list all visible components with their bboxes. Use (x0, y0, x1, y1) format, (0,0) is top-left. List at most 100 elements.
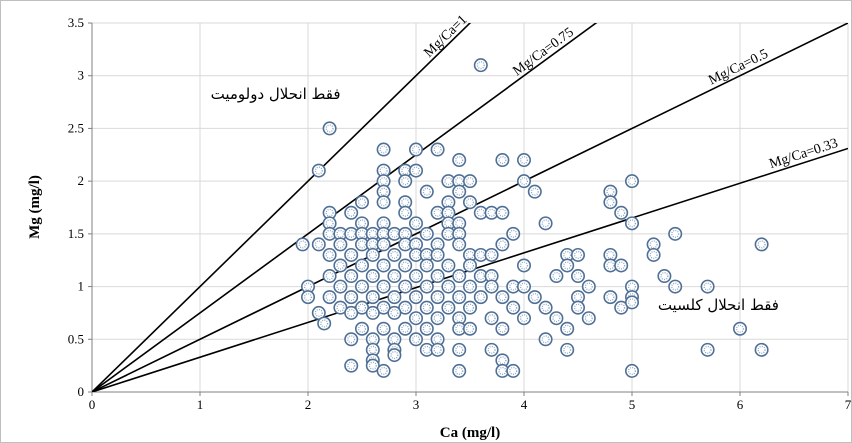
data-point (495, 290, 510, 305)
data-point (560, 342, 575, 357)
reference-line (92, 23, 472, 392)
data-point (570, 247, 585, 262)
data-point (527, 290, 542, 305)
data-point (344, 269, 359, 284)
x-tick-label: 0 (89, 397, 96, 412)
data-point (344, 247, 359, 262)
data-point (398, 174, 413, 189)
data-point (354, 321, 369, 336)
data-point (549, 269, 564, 284)
data-point (419, 258, 434, 273)
data-point (408, 332, 423, 347)
data-point (322, 290, 337, 305)
data-point (754, 342, 769, 357)
axes: 0 1 2 3 4 5 6 7 0 0.5 1 1.5 2 2.5 3 3.5 (68, 15, 851, 412)
y-tick-label: 1 (78, 279, 85, 294)
data-point (560, 321, 575, 336)
y-tick-label: 3 (78, 68, 85, 83)
data-point (452, 290, 467, 305)
data-point (365, 290, 380, 305)
data-point (408, 216, 423, 231)
data-point (376, 321, 391, 336)
data-point (430, 290, 445, 305)
data-point (333, 237, 348, 252)
y-tick-label: 2 (78, 173, 85, 188)
data-point (344, 358, 359, 373)
data-point (516, 311, 531, 326)
data-point (408, 142, 423, 157)
x-axis-title: Ca (mg/l) (440, 425, 500, 441)
data-point (603, 290, 618, 305)
data-point (354, 216, 369, 231)
y-tick-label: 0 (78, 384, 85, 399)
data-point (495, 153, 510, 168)
data-point (570, 269, 585, 284)
y-tick-label: 1.5 (68, 226, 84, 241)
data-point (354, 195, 369, 210)
data-point (668, 226, 683, 241)
data-point (376, 258, 391, 273)
data-point (452, 342, 467, 357)
y-tick-label: 3.5 (68, 15, 84, 30)
data-point (430, 269, 445, 284)
data-point (408, 311, 423, 326)
data-point (603, 195, 618, 210)
data-point (311, 237, 326, 252)
data-point (452, 237, 467, 252)
annotations: فقط انحلال دولومیت فقط انحلال کلسیت (211, 85, 779, 314)
data-point (495, 237, 510, 252)
data-point (365, 332, 380, 347)
data-point (624, 216, 639, 231)
data-point (549, 311, 564, 326)
data-point (376, 195, 391, 210)
data-point (603, 184, 618, 199)
data-point (462, 300, 477, 315)
data-point (376, 142, 391, 157)
data-point (430, 342, 445, 357)
x-tick-label: 1 (197, 397, 204, 412)
data-point (376, 363, 391, 378)
data-point (516, 153, 531, 168)
data-point (732, 321, 747, 336)
data-point (700, 342, 715, 357)
annotation-label: فقط انحلال دولومیت (211, 85, 341, 103)
data-point (614, 205, 629, 220)
data-point (430, 247, 445, 262)
data-point (365, 305, 380, 320)
data-point (462, 279, 477, 294)
y-tick-label: 2.5 (68, 120, 84, 135)
data-point (462, 258, 477, 273)
reference-line-label: Mg/Ca=1 (421, 12, 470, 60)
data-point (354, 258, 369, 273)
data-point (527, 184, 542, 199)
data-point (452, 184, 467, 199)
data-point (506, 300, 521, 315)
data-point (344, 305, 359, 320)
data-point (398, 300, 413, 315)
y-tick-label: 0.5 (68, 331, 84, 346)
data-point (419, 321, 434, 336)
data-point (462, 174, 477, 189)
data-point (452, 269, 467, 284)
data-point (495, 205, 510, 220)
data-point (300, 290, 315, 305)
y-axis-title: Mg (mg/l) (27, 175, 43, 239)
data-point (398, 321, 413, 336)
x-tick-label: 6 (737, 397, 744, 412)
data-point (452, 153, 467, 168)
data-point (581, 279, 596, 294)
reference-line-label: Mg/Ca=0.5 (706, 47, 770, 89)
data-point (295, 237, 310, 252)
data-point (538, 216, 553, 231)
data-point (322, 121, 337, 136)
data-point (376, 237, 391, 252)
data-point (376, 279, 391, 294)
data-point (538, 332, 553, 347)
data-point (624, 174, 639, 189)
data-point (484, 311, 499, 326)
x-tick-label: 7 (845, 397, 851, 412)
data-point (441, 258, 456, 273)
data-point (506, 363, 521, 378)
data-point (365, 247, 380, 262)
